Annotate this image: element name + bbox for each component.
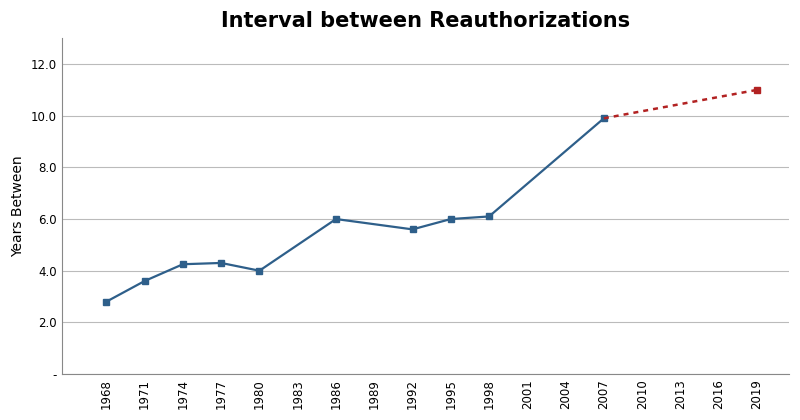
Title: Interval between Reauthorizations: Interval between Reauthorizations [221, 11, 630, 31]
Y-axis label: Years Between: Years Between [11, 155, 25, 257]
